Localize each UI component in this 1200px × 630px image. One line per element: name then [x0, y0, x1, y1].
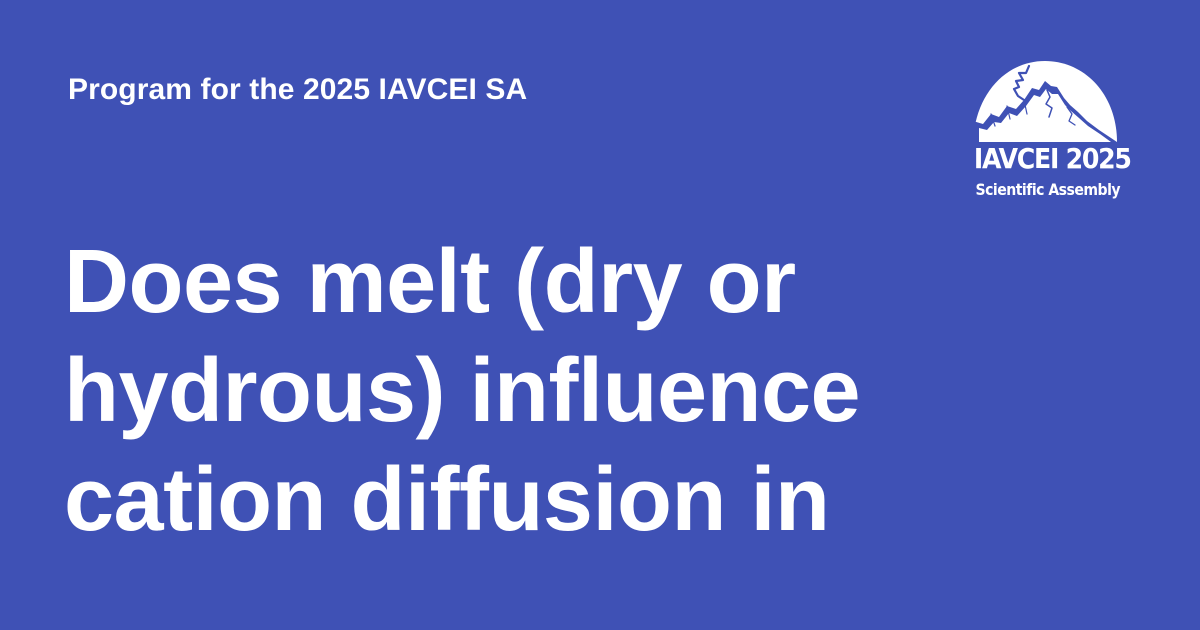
abstract-headline: Does melt (dry or hydrous) influence cat…: [64, 228, 884, 555]
program-kicker: Program for the 2025 IAVCEI SA: [68, 73, 528, 106]
iavcei-logo: IAVCEI 2025 Scientific Assembly: [966, 56, 1132, 206]
volcano-mountain-icon: [973, 61, 1117, 142]
headline-line-1: Does melt (dry or: [64, 232, 796, 333]
logo-subtitle: Scientific Assembly: [975, 180, 1121, 199]
headline-line-2: hydrous) influence: [64, 341, 861, 442]
headline-line-3: cation diffusion in: [64, 450, 830, 551]
logo-title: IAVCEI 2025: [973, 142, 1132, 175]
